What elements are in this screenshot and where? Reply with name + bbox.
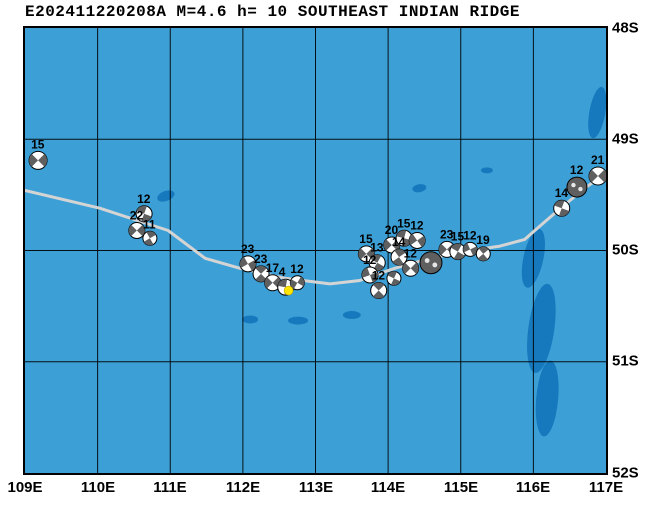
event-day-label: 12: [463, 228, 477, 242]
event-day-label: 15: [359, 232, 373, 246]
x-tick-label: 117E: [588, 479, 624, 496]
event-day-label: 11: [143, 217, 156, 231]
focal-mechanism-beachball: 12: [462, 228, 478, 257]
event-day-label: 12: [404, 246, 418, 260]
x-tick-label: 112E: [225, 479, 261, 496]
focal-mechanism-beachball: 12: [289, 262, 305, 291]
event-day-label: 13: [370, 241, 384, 255]
x-tick-label: 109E: [7, 479, 43, 496]
focal-mechanism-beachball: [386, 270, 402, 286]
bathymetry-patch: [288, 316, 309, 325]
y-tick-label: 48S: [612, 19, 639, 37]
event-day-label: 12: [290, 262, 304, 276]
x-tick-label: 115E: [443, 479, 479, 496]
focal-mechanism-beachball: 13: [368, 241, 386, 272]
event-day-label: 12: [570, 163, 584, 177]
focal-mechanism-beachball: 12: [135, 192, 153, 223]
figure-title: E202411220208A M=4.6 h= 10 SOUTHEAST IND…: [25, 3, 520, 21]
focal-mechanism-beachball: 11: [142, 217, 158, 246]
event-day-label: 14: [392, 235, 406, 249]
y-tick-label: 49S: [612, 130, 639, 148]
bathymetry-patch: [527, 283, 556, 373]
current-event-marker: [283, 285, 294, 296]
focal-mechanism-beachball: 23: [252, 252, 270, 283]
bathymetry-patch: [342, 311, 361, 320]
focal-mechanism-beachball: 19: [475, 233, 491, 262]
focal-mechanism-beachball: 12: [361, 253, 379, 284]
event-day-label: 22: [130, 209, 144, 223]
bathymetry-patch: [588, 86, 606, 139]
event-day-label: 15: [397, 216, 411, 230]
focal-mechanism-beachball: 21: [588, 153, 606, 186]
event-day-label: 17: [266, 261, 280, 275]
event-day-label: 23: [440, 227, 454, 241]
event-day-label: 12: [137, 192, 151, 206]
y-tick-label: 51S: [612, 352, 639, 370]
focal-mechanism-beachball: 15: [28, 137, 48, 170]
bathymetry-patch: [412, 184, 427, 193]
focal-mechanism-beachball: 22: [128, 209, 146, 239]
x-tick-label: 113E: [298, 479, 334, 496]
x-tick-label: 114E: [370, 479, 406, 496]
bathymetry-patch: [480, 167, 493, 174]
event-day-label: 15: [31, 137, 45, 151]
event-day-label: 20: [385, 223, 399, 237]
event-day-label: 4: [279, 265, 286, 279]
focal-mechanism-beachball: 12: [402, 246, 420, 277]
event-day-label: 12: [410, 219, 424, 233]
focal-mechanism-beachball: [419, 251, 443, 275]
focal-mechanism-beachball: 15: [449, 230, 467, 261]
focal-mechanism-beachball: 12: [370, 269, 388, 300]
bathymetry-patch: [242, 315, 259, 324]
map-frame: 15 12 22 11 23 23 17 4 12 15 13 12 12 20 15 12 14 12 23 15 1…: [23, 26, 608, 475]
event-day-label: 23: [254, 252, 268, 266]
event-day-label: 12: [363, 253, 377, 267]
focal-mechanism-beachball: 12: [566, 163, 588, 198]
event-day-label: 14: [555, 186, 569, 200]
y-tick-label: 52S: [612, 464, 639, 482]
event-day-label: 21: [591, 153, 605, 167]
x-tick-label: 116E: [515, 479, 551, 496]
event-day-label: 15: [451, 230, 465, 244]
focal-mechanism-beachball: 14: [553, 186, 571, 217]
event-day-label: 12: [372, 269, 386, 283]
y-tick-label: 50S: [612, 241, 639, 259]
focal-mechanism-beachball: 23: [239, 242, 257, 273]
ridge-axis-line: [25, 172, 606, 286]
focal-mechanism-beachball: 12: [408, 219, 426, 249]
bathymetry-patch: [535, 360, 559, 437]
x-tick-label: 110E: [80, 479, 116, 496]
focal-mechanism-beachball: 14: [390, 235, 408, 266]
event-day-label: 19: [476, 233, 490, 247]
x-tick-label: 111E: [153, 479, 187, 496]
event-day-label: 23: [241, 242, 255, 256]
